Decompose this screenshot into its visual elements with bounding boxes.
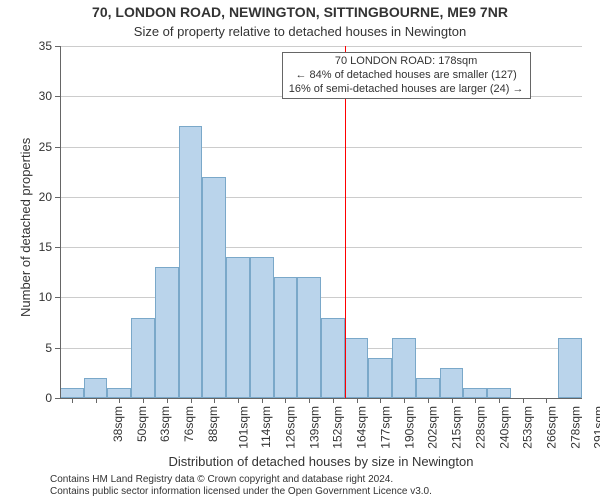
x-tick-label: 50sqm [135,406,149,442]
x-tick-label: 76sqm [182,406,196,442]
histogram-bar [84,378,108,398]
grid-line [60,297,582,298]
histogram-bar [179,126,203,398]
x-tick-mark [523,398,524,403]
x-tick-label: 190sqm [402,406,416,449]
x-tick-label: 126sqm [284,406,298,449]
histogram-bar [558,338,582,398]
x-tick-label: 202sqm [426,406,440,449]
x-axis-line [60,398,582,399]
histogram-bar [226,257,250,398]
histogram-bar [274,277,298,398]
y-tick-label: 30 [26,89,52,103]
histogram-bar [131,318,155,398]
histogram-bar [155,267,179,398]
chart-title-main: 70, LONDON ROAD, NEWINGTON, SITTINGBOURN… [0,4,600,20]
annotation-line: ← 84% of detached houses are smaller (12… [289,69,524,83]
chart-title-sub: Size of property relative to detached ho… [0,24,600,39]
histogram-bar [416,378,440,398]
x-tick-mark [309,398,310,403]
x-tick-label: 63sqm [158,406,172,442]
grid-line [60,46,582,47]
x-tick-label: 164sqm [355,406,369,449]
y-tick-label: 35 [26,39,52,53]
x-tick-label: 215sqm [450,406,464,449]
x-tick-mark [167,398,168,403]
x-tick-mark [214,398,215,403]
y-tick-label: 20 [26,190,52,204]
x-tick-mark [262,398,263,403]
x-tick-label: 101sqm [236,406,250,449]
x-tick-mark [452,398,453,403]
y-tick-label: 5 [26,341,52,355]
histogram-bar [368,358,392,398]
histogram-bar [345,338,369,398]
x-tick-mark [404,398,405,403]
x-tick-mark [119,398,120,403]
annotation-box: 70 LONDON ROAD: 178sqm← 84% of detached … [282,52,531,99]
x-tick-mark [143,398,144,403]
x-tick-label: 88sqm [206,406,220,442]
x-tick-label: 177sqm [379,406,393,449]
annotation-line: 16% of semi-detached houses are larger (… [289,83,524,97]
histogram-bar [463,388,487,398]
y-tick-label: 15 [26,240,52,254]
histogram-bar [321,318,345,398]
x-tick-mark [428,398,429,403]
grid-line [60,197,582,198]
chart-plot-area: 70 LONDON ROAD: 178sqm← 84% of detached … [60,46,582,398]
grid-line [60,247,582,248]
x-tick-mark [333,398,334,403]
x-tick-label: 228sqm [473,406,487,449]
histogram-bar [392,338,416,398]
x-tick-mark [546,398,547,403]
x-tick-label: 38sqm [111,406,125,442]
x-tick-mark [72,398,73,403]
x-tick-label: 291sqm [592,406,600,449]
x-tick-mark [96,398,97,403]
x-tick-mark [475,398,476,403]
footer-line-1: Contains HM Land Registry data © Crown c… [50,474,393,485]
x-tick-mark [238,398,239,403]
x-tick-mark [191,398,192,403]
histogram-bar [60,388,84,398]
histogram-bar [297,277,321,398]
x-tick-label: 240sqm [497,406,511,449]
x-tick-label: 114sqm [259,406,273,448]
histogram-bar [250,257,274,398]
histogram-bar [107,388,131,398]
x-tick-label: 278sqm [568,406,582,449]
annotation-line: 70 LONDON ROAD: 178sqm [289,55,524,69]
x-tick-mark [285,398,286,403]
footer-line-2: Contains public sector information licen… [50,486,432,497]
y-tick-label: 25 [26,140,52,154]
x-tick-label: 253sqm [521,406,535,449]
histogram-bar [440,368,464,398]
x-tick-mark [380,398,381,403]
x-tick-label: 266sqm [545,406,559,449]
x-axis-label: Distribution of detached houses by size … [60,454,582,469]
x-tick-mark [357,398,358,403]
y-tick-label: 10 [26,290,52,304]
histogram-bar [202,177,226,398]
x-tick-label: 152sqm [331,406,345,449]
x-tick-label: 139sqm [307,406,321,449]
grid-line [60,147,582,148]
y-tick-label: 0 [26,391,52,405]
x-tick-mark [499,398,500,403]
y-axis-line [60,46,61,398]
histogram-bar [487,388,511,398]
